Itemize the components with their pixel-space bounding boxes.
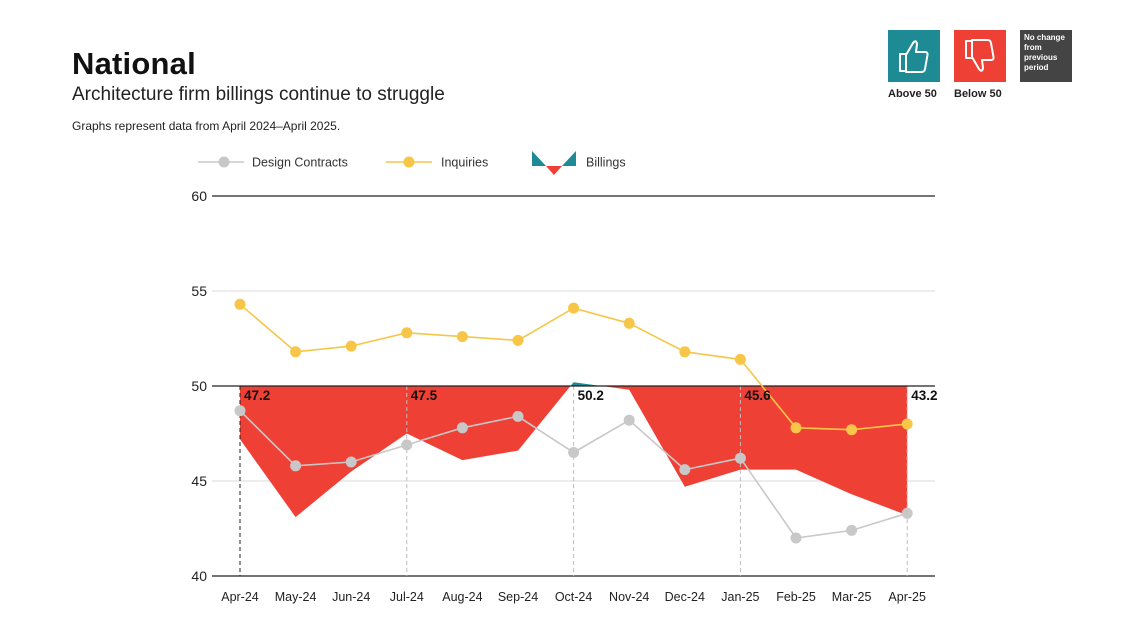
inquiries-point-Dec-24 (679, 346, 691, 358)
inquiries-point-Jul-24 (401, 327, 413, 339)
inquiries-point-Oct-24 (568, 302, 580, 314)
inquiries-point-Feb-25 (790, 422, 802, 434)
inquiries-point-Jan-25 (734, 353, 746, 365)
x-tick-label-Jun-24: Jun-24 (332, 590, 370, 604)
design-contracts-point-Nov-24 (623, 414, 635, 426)
data-range-note: Graphs represent data from April 2024–Ap… (72, 119, 341, 133)
x-tick-label-Apr-24: Apr-24 (221, 590, 259, 604)
design-contracts-point-Apr-25 (901, 507, 913, 519)
x-tick-label-Mar-25: Mar-25 (832, 590, 872, 604)
annotation-labels: 47.2 47.5 50.2 45.6 43.2 (244, 388, 937, 403)
annotation-label-Apr-24: 47.2 (244, 388, 270, 403)
legend-design-contracts-label: Design Contracts (252, 156, 348, 170)
x-tick-label-Nov-24: Nov-24 (609, 590, 649, 604)
x-tick-label-Apr-25: Apr-25 (888, 590, 926, 604)
annotation-label-Apr-25: 43.2 (911, 388, 937, 403)
design-contracts-point-Aug-24 (456, 422, 468, 434)
x-tick-label-Aug-24: Aug-24 (442, 590, 482, 604)
legend-inquiries-marker (403, 156, 415, 168)
design-contracts-point-Dec-24 (679, 464, 691, 476)
billings-area (240, 382, 908, 518)
key-below-50-swatch (954, 30, 1006, 82)
line-series (234, 298, 913, 544)
inquiries-point-May-24 (290, 346, 302, 358)
x-tick-label-Jan-25: Jan-25 (721, 590, 759, 604)
design-contracts-point-Oct-24 (568, 447, 580, 458)
design-contracts-point-Jun-24 (345, 456, 357, 468)
annotation-label-Jul-24: 47.5 (411, 388, 438, 403)
page-title: National (72, 46, 196, 81)
inquiries-point-Apr-25 (901, 418, 913, 430)
legend-billings-label: Billings (586, 156, 626, 170)
page-subtitle: Architecture firm billings continue to s… (72, 84, 445, 105)
inquiries-point-Aug-24 (456, 331, 468, 343)
design-contracts-point-Feb-25 (790, 532, 802, 544)
legend-inquiries-label: Inquiries (441, 156, 488, 170)
y-tick-label-45: 45 (191, 473, 207, 489)
thumbs-down-icon (965, 39, 995, 72)
x-tick-label-Jul-24: Jul-24 (390, 590, 424, 604)
annotation-label-Jan-25: 45.6 (744, 388, 771, 403)
inquiries-point-Jun-24 (345, 340, 357, 352)
legend-billings-below-tip (546, 166, 562, 175)
key-below-50-label: Below 50 (954, 88, 1002, 100)
y-tick-labels: 40 45 50 55 60 (191, 188, 207, 584)
billings-below-area-0 (240, 386, 571, 518)
chart-legend: Design Contracts Inquiries Billings (198, 151, 626, 175)
y-tick-label-60: 60 (191, 188, 207, 204)
x-tick-label-Feb-25: Feb-25 (776, 590, 816, 604)
y-tick-label-40: 40 (191, 568, 207, 584)
legend-design-contracts-marker (218, 156, 230, 168)
annotation-guide-lines (239, 386, 908, 576)
inquiries-point-Apr-24 (234, 298, 246, 310)
billings-above-area-1 (570, 382, 602, 386)
design-contracts-point-Jan-25 (734, 452, 746, 464)
key-above-50-label: Above 50 (888, 88, 937, 100)
key-above-50: Above 50 (888, 30, 940, 100)
key-below-50: Below 50 (954, 30, 1006, 100)
key-no-change: No change from previous period (1020, 30, 1072, 82)
thumbs-up-icon (899, 40, 929, 73)
legend-billings-above-wing-left (532, 151, 546, 166)
annotation-label-Oct-24: 50.2 (578, 388, 604, 403)
design-contracts-point-May-24 (290, 460, 302, 472)
design-contracts-point-Sep-24 (512, 410, 524, 422)
y-tick-label-50: 50 (191, 378, 207, 394)
x-tick-label-Oct-24: Oct-24 (555, 590, 593, 604)
x-tick-label-Sep-24: Sep-24 (498, 590, 538, 604)
x-tick-labels: Apr-24 May-24 Jun-24 Jul-24 Aug-24 Sep-24 Oct-… (221, 590, 926, 604)
inquiries-point-Mar-25 (846, 424, 858, 436)
design-contracts-point-Mar-25 (846, 524, 858, 536)
inquiries-point-Sep-24 (512, 334, 524, 346)
x-tick-label-May-24: May-24 (275, 590, 317, 604)
design-contracts-point-Jul-24 (401, 439, 413, 451)
inquiries-point-Nov-24 (623, 317, 635, 329)
y-tick-label-55: 55 (191, 283, 207, 299)
billings-below-area-2 (601, 386, 908, 516)
x-tick-label-Dec-24: Dec-24 (665, 590, 705, 604)
design-contracts-point-Apr-24 (234, 405, 246, 417)
key-above-50-swatch (888, 30, 940, 82)
legend-billings-above-wing-right (562, 151, 576, 166)
key-no-change-swatch: No change from previous period (1020, 30, 1072, 82)
